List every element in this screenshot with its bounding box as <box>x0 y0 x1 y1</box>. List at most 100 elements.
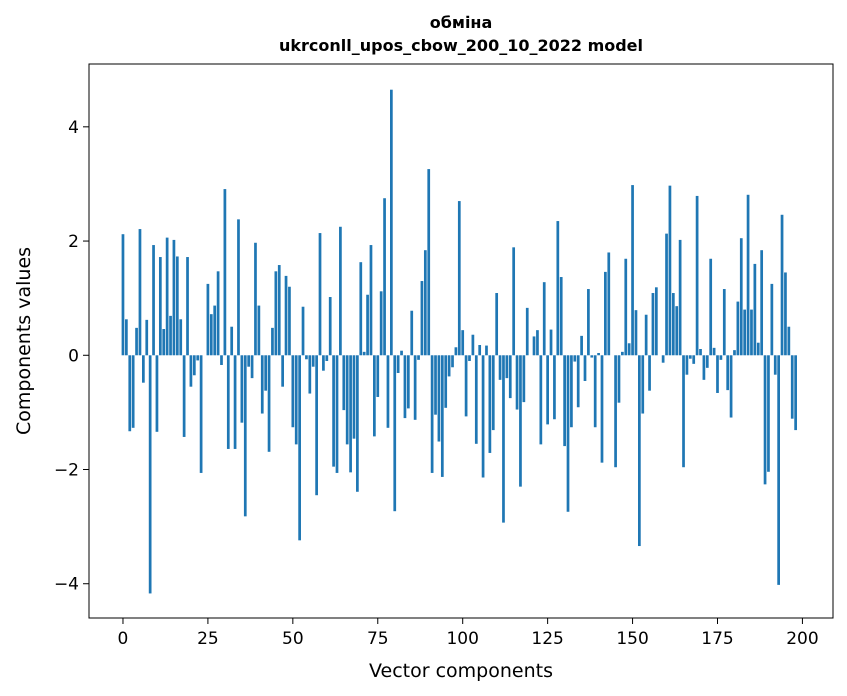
bar-77 <box>383 198 386 356</box>
bar-22 <box>196 355 200 361</box>
bar-44 <box>271 327 274 356</box>
bar-32 <box>230 326 234 356</box>
bar-57 <box>315 355 318 496</box>
bar-179 <box>729 355 733 418</box>
bar-126 <box>549 329 553 356</box>
bar-107 <box>485 345 488 356</box>
chart-title-line2: ukrconll_upos_cbow_200_10_2022 model <box>279 36 643 55</box>
bar-113 <box>505 355 509 379</box>
bar-125 <box>546 355 549 425</box>
x-tick-label: 0 <box>118 629 129 649</box>
x-axis-ticks: 0 25 50 75 100 125 150 175 200 <box>118 618 819 649</box>
bar-61 <box>328 297 332 356</box>
bar-50 <box>291 355 295 428</box>
bar-73 <box>369 245 373 356</box>
bar-110 <box>495 293 499 356</box>
bar-152 <box>638 355 641 547</box>
bar-8 <box>148 355 152 594</box>
bar-88 <box>420 281 424 356</box>
bar-34 <box>237 219 240 356</box>
y-tick-label: 2 <box>68 232 79 252</box>
bar-69 <box>356 355 359 492</box>
bar-98 <box>454 347 458 356</box>
bar-10 <box>155 355 159 432</box>
bar-134 <box>576 355 580 408</box>
bar-48 <box>284 275 288 356</box>
bar-4 <box>135 327 138 356</box>
bar-31 <box>226 355 230 449</box>
bar-3 <box>131 355 135 428</box>
bar-5 <box>138 229 142 356</box>
bar-58 <box>318 233 322 356</box>
bar-100 <box>461 330 465 356</box>
bar-60 <box>325 355 329 361</box>
bar-66 <box>345 355 349 445</box>
bar-16 <box>175 256 179 356</box>
bar-84 <box>406 355 410 409</box>
bar-79 <box>390 89 393 356</box>
bar-27 <box>213 305 217 356</box>
bar-166 <box>685 355 689 375</box>
bar-133 <box>573 355 577 362</box>
y-axis-ticks: −4 −2 0 2 4 <box>54 118 89 595</box>
bar-184 <box>746 194 750 356</box>
bar-43 <box>267 355 271 452</box>
x-tick-label: 50 <box>282 629 304 649</box>
bar-45 <box>274 271 278 356</box>
bar-53 <box>301 306 305 356</box>
bar-13 <box>165 237 169 356</box>
bar-141 <box>600 355 604 463</box>
bar-194 <box>780 214 784 356</box>
bar-170 <box>699 349 702 356</box>
y-axis-label: Components values <box>13 247 35 435</box>
bar-67 <box>349 355 352 473</box>
bar-42 <box>264 355 268 391</box>
bar-180 <box>733 350 736 356</box>
bar-139 <box>593 355 597 428</box>
bar-63 <box>335 355 339 473</box>
bar-172 <box>705 355 709 368</box>
bar-82 <box>400 350 403 356</box>
bar-101 <box>464 355 468 417</box>
bar-103 <box>471 334 475 356</box>
bar-119 <box>525 307 529 356</box>
bar-127 <box>553 355 556 420</box>
bar-12 <box>162 329 166 356</box>
bar-146 <box>617 355 621 403</box>
bar-54 <box>305 355 308 360</box>
bar-168 <box>692 355 696 364</box>
bar-124 <box>542 282 546 356</box>
bar-20 <box>189 355 193 387</box>
bar-99 <box>457 201 461 356</box>
bar-150 <box>631 185 634 356</box>
bar-130 <box>563 355 566 447</box>
x-tick-label: 125 <box>531 629 563 649</box>
bar-145 <box>614 355 617 468</box>
bar-161 <box>668 185 672 356</box>
bar-198 <box>794 355 797 431</box>
bar-39 <box>254 242 257 356</box>
bar-33 <box>233 355 237 449</box>
bar-25 <box>206 283 210 356</box>
bar-122 <box>536 330 539 356</box>
bar-40 <box>257 305 261 356</box>
bar-29 <box>220 355 223 365</box>
bar-21 <box>192 355 196 376</box>
bar-193 <box>777 355 780 585</box>
bar-11 <box>158 257 162 356</box>
plot-frame <box>88 63 834 619</box>
bar-131 <box>566 355 570 512</box>
bar-74 <box>373 355 376 437</box>
bar-46 <box>277 265 281 356</box>
bar-36 <box>243 355 247 517</box>
bar-117 <box>519 355 522 487</box>
bar-95 <box>444 355 448 408</box>
bar-181 <box>736 301 740 356</box>
bar-178 <box>726 355 730 391</box>
bar-97 <box>451 355 454 368</box>
bar-105 <box>478 345 482 356</box>
bar-190 <box>767 355 770 472</box>
bar-115 <box>512 247 516 356</box>
bar-187 <box>756 342 760 356</box>
